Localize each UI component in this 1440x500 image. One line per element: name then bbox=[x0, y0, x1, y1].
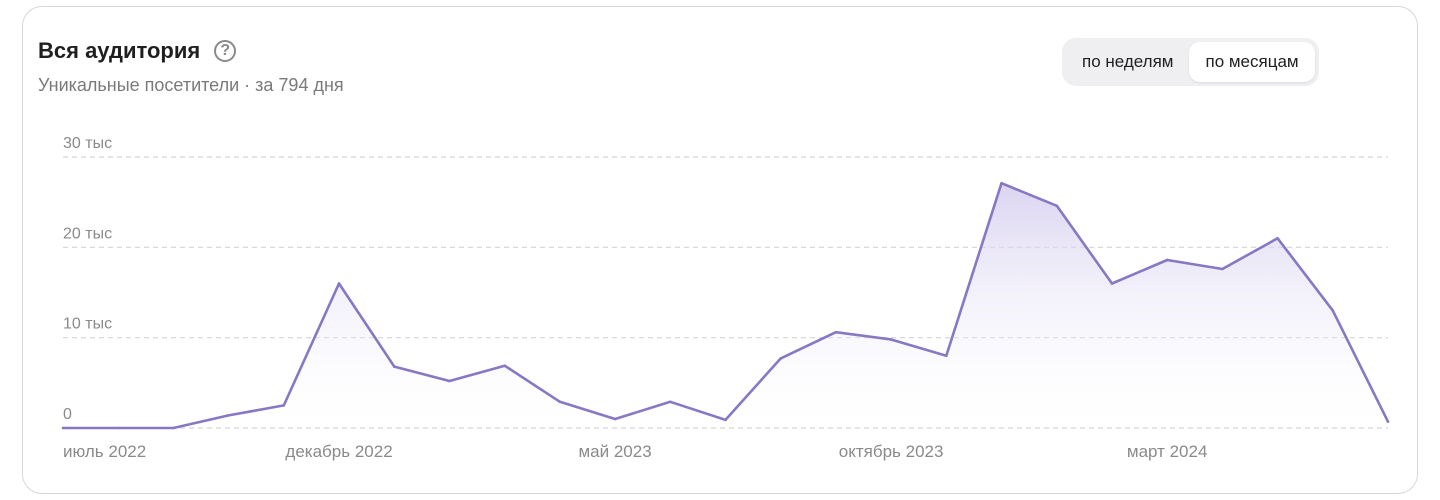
data-point bbox=[834, 330, 838, 334]
data-point bbox=[889, 338, 893, 341]
data-point bbox=[945, 354, 948, 358]
data-point bbox=[558, 400, 562, 404]
data-point bbox=[668, 400, 672, 404]
data-point bbox=[1110, 282, 1114, 285]
data-point bbox=[1331, 309, 1335, 312]
x-tick-label: октябрь 2023 bbox=[839, 442, 944, 461]
y-tick-label: 20 тыс bbox=[63, 225, 112, 242]
y-tick-label: 0 bbox=[63, 406, 72, 423]
area-fill bbox=[63, 183, 1388, 428]
data-point bbox=[172, 426, 175, 430]
data-point bbox=[1165, 258, 1169, 262]
data-point bbox=[61, 426, 65, 430]
x-tick-label: июль 2022 bbox=[63, 442, 146, 461]
question-circle-icon[interactable]: ? bbox=[214, 40, 237, 62]
x-tick-label: март 2024 bbox=[1127, 442, 1208, 461]
subtitle: Уникальные посетители · за 794 дня bbox=[38, 75, 344, 95]
data-point bbox=[613, 417, 617, 421]
y-tick-label: 10 тыс bbox=[63, 316, 112, 333]
data-point bbox=[724, 418, 727, 422]
data-point bbox=[1055, 204, 1059, 208]
data-point bbox=[227, 414, 230, 417]
toggle-weeks[interactable]: по неделям bbox=[1082, 52, 1174, 71]
data-point bbox=[448, 379, 451, 383]
page-title: Вся аудитория bbox=[38, 38, 201, 63]
data-point bbox=[1276, 237, 1279, 240]
x-tick-label: декабрь 2022 bbox=[285, 442, 392, 461]
y-tick-label: 30 тыс bbox=[63, 135, 112, 152]
toggle-months[interactable]: по месяцам bbox=[1189, 42, 1315, 82]
data-point bbox=[1000, 181, 1003, 185]
data-point bbox=[116, 426, 120, 430]
data-point bbox=[1221, 267, 1224, 271]
y-axis-labels: 0 10 тыс 20 тыс 30 тыс bbox=[63, 135, 112, 423]
area-layer bbox=[63, 181, 1390, 430]
data-point bbox=[503, 364, 506, 367]
data-point bbox=[282, 404, 286, 407]
data-point bbox=[392, 365, 396, 368]
data-point bbox=[1386, 420, 1390, 423]
data-point bbox=[337, 282, 341, 285]
data-points bbox=[61, 181, 1390, 430]
data-point bbox=[779, 357, 783, 360]
x-axis-labels: июль 2022 декабрь 2022 май 2023 октябрь 202… bbox=[63, 442, 1207, 461]
title-row: Вся аудитория ? bbox=[38, 38, 237, 64]
x-tick-label: май 2023 bbox=[578, 442, 651, 461]
period-toggle: по неделям по месяцам bbox=[1062, 38, 1319, 86]
